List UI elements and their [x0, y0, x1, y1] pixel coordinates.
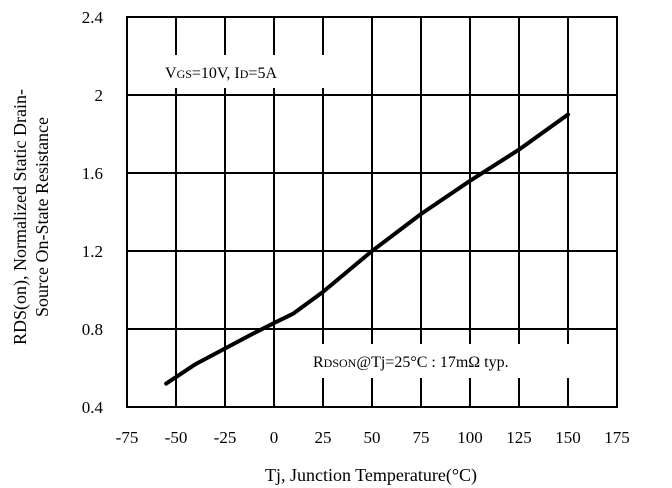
y-tick-label: 2	[95, 86, 104, 105]
y-tick-label: 0.8	[82, 320, 103, 339]
x-tick-label: 50	[364, 428, 381, 447]
series-line	[164, 112, 570, 386]
y-axis-ticks: 0.4 0.8 1.2 1.6 2 2.4	[82, 8, 104, 417]
x-tick-label: 175	[604, 428, 630, 447]
y-tick-label: 2.4	[82, 8, 104, 27]
rdson-box	[300, 344, 585, 378]
x-tick-label: 125	[506, 428, 532, 447]
y-tick-label: 1.6	[82, 164, 103, 183]
conditions-annotation: VGS=10V, ID=5A	[165, 65, 277, 82]
y-tick-label: 0.4	[82, 398, 104, 417]
conditions-box	[152, 55, 344, 88]
y-axis-title-line1: RDS(on), Normalized Static Drain-	[10, 89, 31, 345]
x-tick-label: 100	[457, 428, 483, 447]
x-tick-label: -25	[214, 428, 237, 447]
x-tick-label: 150	[555, 428, 581, 447]
x-tick-label: 0	[270, 428, 279, 447]
x-tick-label: -50	[165, 428, 188, 447]
x-tick-label: 75	[413, 428, 430, 447]
y-tick-label: 1.2	[82, 242, 103, 261]
x-tick-label: 25	[315, 428, 332, 447]
rdson-annotation: RDSON@Tj=25°C : 17mΩ typ.	[313, 354, 509, 371]
plot-frame	[126, 16, 618, 408]
y-axis-title-line2: Source On-State Resistance	[32, 117, 52, 317]
x-axis-ticks: -75 -50 -25 0 25 50 75 100 125 150 175	[116, 428, 630, 447]
x-tick-label: -75	[116, 428, 139, 447]
x-axis-title: Tj, Junction Temperature(°C)	[265, 465, 477, 486]
